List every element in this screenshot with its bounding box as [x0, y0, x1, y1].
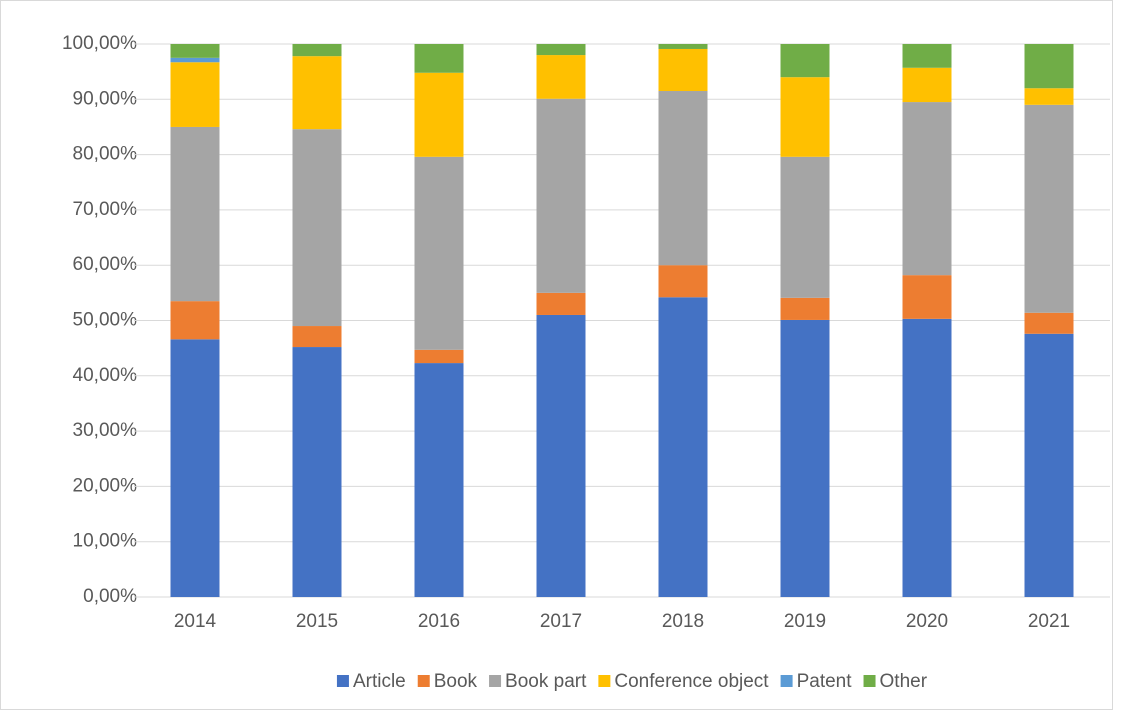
- bar-segment: [536, 44, 586, 56]
- bar-segment: [292, 129, 342, 327]
- bar-segment: [658, 91, 708, 266]
- x-tick-label: 2017: [540, 611, 582, 632]
- bar-segment: [780, 297, 830, 320]
- x-tick-label: 2016: [418, 611, 460, 632]
- legend-swatch: [336, 675, 349, 687]
- bar-segment: [414, 72, 464, 157]
- bar-segment: [1024, 312, 1074, 334]
- y-tick-label: 60,00%: [73, 254, 138, 275]
- bar-segment: [414, 156, 464, 350]
- y-tick-label: 30,00%: [73, 420, 138, 441]
- bar-segment: [170, 44, 220, 58]
- legend-item: Conference object: [598, 671, 769, 692]
- x-tick-label: 2021: [1028, 611, 1070, 632]
- y-tick-label: 90,00%: [73, 88, 138, 109]
- bar-segment: [414, 349, 464, 364]
- bar-segment: [1024, 104, 1074, 313]
- legend-label: Patent: [797, 671, 853, 692]
- bar-segment: [902, 67, 952, 103]
- legend-label: Book: [434, 671, 478, 692]
- bar-segment: [780, 77, 830, 157]
- bar-segment: [292, 44, 342, 57]
- y-tick-label: 50,00%: [73, 310, 138, 331]
- legend-swatch: [417, 675, 430, 687]
- legend-swatch: [780, 675, 793, 687]
- bar-segment: [292, 326, 342, 348]
- bar-segment: [902, 102, 952, 276]
- bar-segment: [658, 48, 708, 92]
- legend-item: Patent: [780, 671, 853, 692]
- y-tick-label: 0,00%: [83, 586, 137, 607]
- bar-segment: [658, 297, 708, 597]
- bar-segment: [292, 347, 342, 597]
- x-tick-label: 2018: [662, 611, 704, 632]
- legend-label: Article: [353, 671, 406, 692]
- y-tick-label: 20,00%: [73, 475, 138, 496]
- y-tick-label: 40,00%: [73, 365, 138, 386]
- y-tick-label: 100,00%: [62, 33, 137, 54]
- bar-segment: [902, 318, 952, 597]
- legend-swatch: [489, 675, 502, 687]
- legend-swatch: [863, 675, 876, 687]
- bar-segment: [902, 275, 952, 319]
- x-tick-label: 2014: [174, 611, 217, 632]
- bar-segment: [902, 44, 952, 68]
- bar-segment: [536, 98, 586, 293]
- x-tick-label: 2015: [296, 611, 338, 632]
- bar-segment: [780, 44, 830, 78]
- bar-segment: [658, 265, 708, 298]
- y-tick-label: 80,00%: [73, 144, 138, 165]
- bar-segment: [780, 156, 830, 298]
- legend-item: Other: [863, 671, 928, 692]
- bar-segment: [536, 314, 586, 597]
- bar-segment: [1024, 88, 1074, 105]
- x-tick-label: 2020: [906, 611, 948, 632]
- bar-segment: [1024, 333, 1074, 597]
- x-tick-label: 2019: [784, 611, 826, 632]
- bar-segment: [292, 56, 342, 130]
- legend-item: Book: [417, 671, 478, 692]
- y-tick-label: 10,00%: [73, 531, 138, 552]
- bar-segment: [170, 62, 220, 127]
- bar-segment: [536, 292, 586, 315]
- legend-label: Conference object: [614, 671, 769, 692]
- legend-item: Book part: [489, 671, 587, 692]
- bar-segment: [780, 319, 830, 597]
- bar-segment: [170, 301, 220, 340]
- bar-segment: [536, 55, 586, 99]
- bar-segment: [170, 126, 220, 302]
- bar-segment: [170, 339, 220, 597]
- bar-segment: [1024, 44, 1074, 89]
- bar-segment: [414, 363, 464, 597]
- bar-segment: [414, 44, 464, 73]
- legend-label: Book part: [505, 671, 587, 692]
- legend-swatch: [598, 675, 611, 687]
- legend-label: Other: [880, 671, 928, 692]
- y-tick-label: 70,00%: [73, 199, 138, 220]
- bar-segment: [658, 44, 708, 49]
- bar-segment: [170, 57, 220, 63]
- legend-item: Article: [336, 671, 406, 692]
